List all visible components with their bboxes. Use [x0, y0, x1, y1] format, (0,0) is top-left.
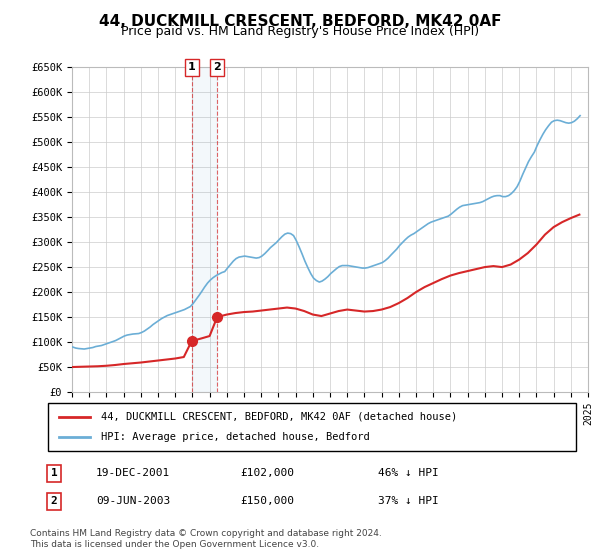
- Text: £150,000: £150,000: [240, 496, 294, 506]
- Bar: [192, 67, 217, 392]
- Text: 2: 2: [213, 62, 221, 72]
- Text: 09-JUN-2003: 09-JUN-2003: [96, 496, 170, 506]
- Text: 44, DUCKMILL CRESCENT, BEDFORD, MK42 0AF (detached house): 44, DUCKMILL CRESCENT, BEDFORD, MK42 0AF…: [101, 412, 457, 422]
- Text: £102,000: £102,000: [240, 468, 294, 478]
- Text: 1: 1: [50, 468, 58, 478]
- Text: 37% ↓ HPI: 37% ↓ HPI: [378, 496, 439, 506]
- Text: 1: 1: [188, 62, 196, 72]
- Text: 44, DUCKMILL CRESCENT, BEDFORD, MK42 0AF: 44, DUCKMILL CRESCENT, BEDFORD, MK42 0AF: [99, 14, 501, 29]
- FancyBboxPatch shape: [48, 403, 576, 451]
- Text: 46% ↓ HPI: 46% ↓ HPI: [378, 468, 439, 478]
- Text: Contains HM Land Registry data © Crown copyright and database right 2024.
This d: Contains HM Land Registry data © Crown c…: [30, 529, 382, 549]
- Text: Price paid vs. HM Land Registry's House Price Index (HPI): Price paid vs. HM Land Registry's House …: [121, 25, 479, 38]
- Text: 19-DEC-2001: 19-DEC-2001: [96, 468, 170, 478]
- Text: 2: 2: [50, 496, 58, 506]
- Text: HPI: Average price, detached house, Bedford: HPI: Average price, detached house, Bedf…: [101, 432, 370, 442]
